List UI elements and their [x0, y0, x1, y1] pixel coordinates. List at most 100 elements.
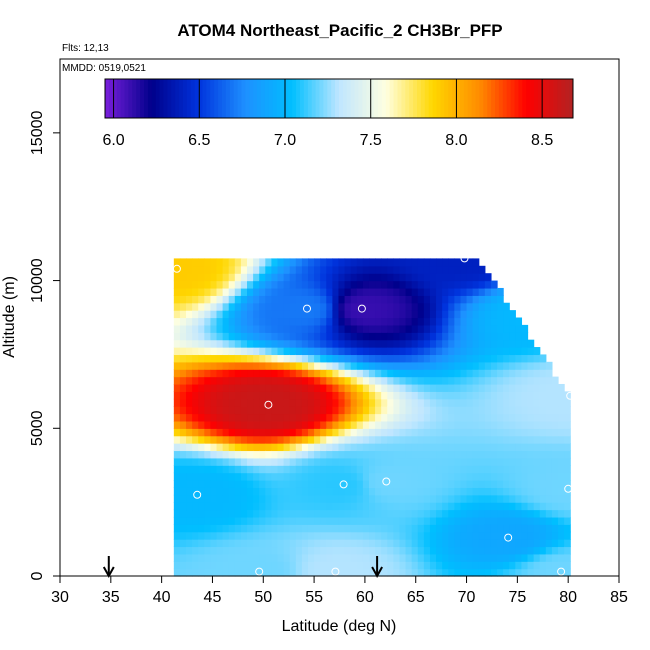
heatmap-cell: [368, 546, 376, 555]
heatmap-cell: [247, 347, 254, 356]
heatmap-cell: [472, 568, 480, 577]
heatmap-cell: [338, 317, 346, 326]
heatmap-cell: [490, 531, 498, 540]
heatmap-cell: [533, 398, 541, 407]
heatmap-cell: [314, 398, 321, 407]
heatmap-cell: [204, 361, 212, 370]
heatmap-cell: [216, 406, 224, 415]
heatmap-cell: [283, 398, 291, 407]
heatmap-cell: [356, 472, 364, 481]
sample-point: [566, 391, 575, 400]
heatmap-cell: [265, 413, 273, 422]
heatmap-cell: [259, 317, 266, 326]
heatmap-cell: [277, 531, 285, 540]
heatmap-cell: [503, 339, 510, 348]
heatmap-cell: [551, 443, 559, 452]
heatmap-cell: [490, 479, 498, 488]
heatmap-cell: [466, 406, 474, 415]
heatmap-cell: [423, 287, 431, 296]
heatmap-cell: [192, 302, 199, 311]
heatmap-cell: [240, 391, 248, 400]
heatmap-cell: [503, 546, 510, 555]
heatmap-cell: [283, 265, 291, 274]
heatmap-cell: [460, 317, 468, 326]
heatmap-cell: [411, 561, 419, 570]
heatmap-cell: [411, 443, 419, 452]
heatmap-cell: [234, 310, 242, 319]
heatmap-cell: [259, 457, 266, 466]
heatmap-cell: [186, 280, 193, 289]
heatmap-cell: [240, 361, 248, 370]
heatmap-cell: [423, 265, 431, 274]
colorbar-segment: [272, 79, 278, 118]
heatmap-cell: [228, 302, 236, 311]
heatmap-cell: [332, 472, 340, 481]
heatmap-cell: [497, 376, 504, 385]
heatmap-cell: [253, 369, 260, 378]
heatmap-cell: [186, 317, 193, 326]
heatmap-cell: [497, 553, 504, 562]
heatmap-cell: [393, 494, 401, 503]
heatmap-cell: [295, 420, 303, 429]
heatmap-cell: [277, 516, 285, 525]
heatmap-cell: [375, 317, 382, 326]
heatmap-cell: [564, 420, 571, 429]
heatmap-cell: [490, 428, 498, 437]
colorbar-segment: [444, 79, 449, 118]
heatmap-cell: [399, 479, 407, 488]
heatmap-cell: [265, 347, 273, 356]
heatmap-cell: [222, 457, 230, 466]
heatmap-cell: [265, 310, 273, 319]
heatmap-cell: [320, 339, 327, 348]
heatmap-cell: [466, 369, 474, 378]
heatmap-cell: [326, 354, 333, 363]
heatmap-cell: [558, 391, 565, 400]
heatmap-cell: [307, 361, 315, 370]
heatmap-cell: [362, 413, 370, 422]
heatmap-cell: [393, 317, 401, 326]
heatmap-cell: [198, 280, 205, 289]
heatmap-cell: [442, 524, 449, 533]
heatmap-cell: [564, 435, 571, 444]
heatmap-cell: [240, 406, 248, 415]
heatmap-cell: [271, 317, 279, 326]
heatmap-cell: [210, 531, 218, 540]
heatmap-cell: [515, 494, 523, 503]
heatmap-cell: [332, 302, 340, 311]
heatmap-cell: [247, 295, 254, 304]
heatmap-cell: [375, 539, 382, 548]
heatmap-cell: [204, 487, 212, 496]
heatmap-cell: [405, 310, 413, 319]
heatmap-cell: [478, 465, 486, 474]
heatmap-cell: [454, 494, 462, 503]
heatmap-cell: [332, 568, 340, 577]
heatmap-cell: [228, 332, 236, 341]
heatmap-cell: [564, 465, 571, 474]
heatmap-cell: [204, 553, 212, 562]
heatmap-cell: [247, 361, 254, 370]
heatmap-cell: [344, 509, 352, 518]
heatmap-cell: [539, 420, 547, 429]
heatmap-cell: [307, 568, 315, 577]
heatmap-cell: [332, 539, 340, 548]
colorbar-segment: [370, 79, 375, 118]
heatmap-cell: [460, 465, 468, 474]
heatmap-cell: [521, 406, 529, 415]
heatmap-cell: [222, 317, 230, 326]
heatmap-cell: [179, 450, 187, 459]
heatmap-cell: [350, 516, 358, 525]
heatmap-cell: [192, 354, 199, 363]
colorbar-segment: [253, 79, 258, 118]
heatmap-cell: [423, 391, 431, 400]
heatmap-cell: [375, 546, 382, 555]
heatmap-cell: [497, 435, 504, 444]
heatmap-cell: [362, 361, 370, 370]
heatmap-cell: [368, 310, 376, 319]
heatmap-cell: [448, 339, 455, 348]
heatmap-cell: [198, 524, 205, 533]
heatmap-cell: [228, 406, 236, 415]
heatmap-cell: [289, 295, 297, 304]
plot-frame: [59, 58, 620, 577]
heatmap-cell: [283, 487, 291, 496]
heatmap-cell: [375, 391, 382, 400]
